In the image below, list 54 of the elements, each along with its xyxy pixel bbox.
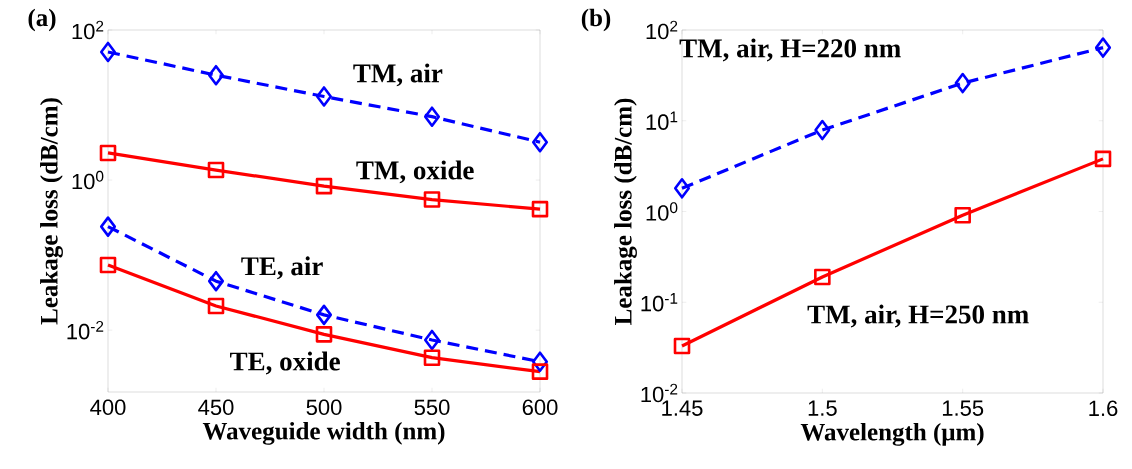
point [1094, 37, 1112, 58]
x-tick-label: 400 [90, 399, 126, 416]
point [99, 216, 117, 237]
point [315, 86, 333, 107]
point [531, 363, 549, 380]
point [315, 304, 333, 326]
point [99, 256, 117, 274]
text: (b) [581, 8, 611, 32]
point [207, 64, 225, 86]
point [423, 106, 441, 127]
point [423, 349, 441, 366]
y-tick-label: 10$^{0}$ [72, 170, 104, 190]
x-tick-label: 500 [306, 399, 342, 416]
point [207, 270, 225, 292]
x-axis-title: Wavelength (μm) [800, 422, 984, 446]
x-tick-label: 600 [522, 399, 558, 416]
x-tick-label: 550 [414, 399, 450, 416]
point [673, 337, 691, 355]
series-label: TM, air, H=250 nm [807, 304, 1029, 328]
point [814, 268, 831, 286]
series-label: TE, oxide [230, 351, 340, 375]
y-tick-label: 10$^{1}$ [646, 111, 678, 130]
series-label: TM, air, H=220 nm [679, 38, 901, 62]
point [315, 326, 333, 343]
y-tick-label: 10$^{0}$ [646, 202, 678, 221]
point [1094, 150, 1112, 168]
y-tick-label: 10$^{-2}$ [67, 320, 104, 340]
series-label: TM, air [353, 63, 443, 87]
x-tick-label: 450 [198, 399, 234, 416]
point [423, 329, 441, 351]
point [423, 191, 441, 208]
y-tick-label: 10$^{2}$ [72, 20, 104, 40]
x-tick-label: 1.55 [942, 400, 984, 416]
y-tick-label: 10$^{-1}$ [641, 293, 678, 312]
point [531, 200, 549, 218]
x-axis-title: Waveguide width (nm) [202, 421, 445, 445]
point [814, 119, 831, 141]
y-axis-title: Leakage loss (dB/cm) [614, 98, 637, 325]
point [99, 144, 117, 162]
y-axis-title: Leakage loss (dB/cm) [40, 98, 63, 325]
point [954, 206, 971, 224]
point [99, 41, 117, 63]
point [207, 161, 225, 179]
point [673, 178, 691, 199]
x-tick-label: 1.6 [1089, 400, 1118, 417]
series-label: TM, oxide [356, 160, 474, 184]
series-label: TE, air [241, 256, 323, 280]
point [315, 177, 333, 195]
text: (a) [28, 8, 56, 32]
point [207, 297, 225, 315]
point [531, 131, 549, 153]
x-tick-label: 1.5 [808, 400, 837, 416]
point [954, 72, 971, 94]
y-tick-label: 10$^{2}$ [646, 20, 678, 40]
